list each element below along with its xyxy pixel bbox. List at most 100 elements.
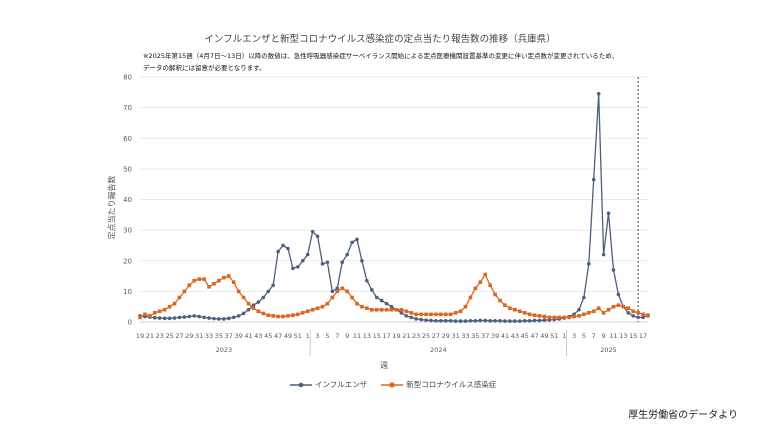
data-point-covid xyxy=(379,307,384,312)
x-tick-label: 35 xyxy=(215,332,223,340)
x-tick-label: 43 xyxy=(254,332,262,340)
x-tick-label: 5 xyxy=(325,332,329,340)
data-point-influenza xyxy=(379,298,384,303)
data-point-influenza xyxy=(517,319,522,323)
data-point-covid xyxy=(231,280,236,284)
data-point-covid xyxy=(414,312,418,317)
data-point-influenza xyxy=(177,315,182,320)
data-point-influenza xyxy=(498,318,502,323)
year-label: 2024 xyxy=(430,346,447,354)
data-point-covid xyxy=(291,313,295,318)
data-point-influenza xyxy=(330,289,335,294)
data-point-covid xyxy=(488,283,492,288)
data-point-covid xyxy=(453,311,458,315)
data-point-covid xyxy=(641,312,645,317)
data-point-covid xyxy=(241,295,246,300)
x-tick-label: 47 xyxy=(274,332,282,340)
data-point-covid xyxy=(557,315,562,320)
x-tick-label: 39 xyxy=(235,332,243,340)
data-point-influenza xyxy=(611,268,616,272)
x-tick-label: 19 xyxy=(136,332,144,340)
x-tick-label: 41 xyxy=(501,332,509,340)
x-tick-label: 7 xyxy=(592,332,596,340)
data-point-influenza xyxy=(236,314,241,318)
y-tick-label: 70 xyxy=(123,104,132,112)
data-point-covid xyxy=(246,301,251,306)
data-point-covid xyxy=(631,309,636,314)
data-point-covid xyxy=(463,304,468,309)
x-tick-label: 23 xyxy=(156,332,164,340)
x-tick-label: 37 xyxy=(481,332,489,340)
data-point-covid xyxy=(138,315,142,320)
data-point-influenza xyxy=(389,304,394,309)
year-label: 2025 xyxy=(600,346,617,354)
data-point-covid xyxy=(187,283,192,288)
data-point-covid xyxy=(335,289,340,294)
y-tick-label: 0 xyxy=(128,319,132,327)
data-point-influenza xyxy=(478,318,483,323)
data-point-covid xyxy=(429,312,433,317)
data-point-influenza xyxy=(458,319,463,323)
data-point-influenza xyxy=(325,260,330,265)
y-tick-label: 10 xyxy=(123,288,132,296)
data-point-covid xyxy=(626,306,631,311)
x-tick-label: 41 xyxy=(244,332,252,340)
data-point-influenza xyxy=(591,177,596,182)
x-tick-label: 45 xyxy=(264,332,272,340)
data-point-influenza xyxy=(286,246,290,251)
data-point-influenza xyxy=(439,318,443,323)
x-tick-label: 23 xyxy=(412,332,420,340)
data-point-covid xyxy=(325,301,330,306)
legend-label-covid: 新型コロナウイルス感染症 xyxy=(406,380,497,389)
data-point-influenza xyxy=(152,315,157,320)
data-point-covid xyxy=(424,312,428,317)
data-point-influenza xyxy=(601,252,606,257)
data-point-influenza xyxy=(453,319,458,323)
data-point-covid xyxy=(251,306,256,311)
data-point-covid xyxy=(503,303,507,307)
data-point-influenza xyxy=(463,319,468,323)
data-point-influenza xyxy=(276,249,280,254)
data-point-influenza xyxy=(305,252,310,257)
data-point-influenza xyxy=(296,265,300,269)
x-tick-label: 15 xyxy=(373,332,381,340)
data-point-influenza xyxy=(542,318,547,322)
data-point-covid xyxy=(256,309,261,314)
data-point-covid xyxy=(370,307,374,312)
data-point-covid xyxy=(305,309,310,314)
data-point-covid xyxy=(236,289,241,294)
data-point-covid xyxy=(591,309,596,314)
data-point-covid xyxy=(217,278,221,283)
data-point-covid xyxy=(537,314,542,318)
data-point-covid xyxy=(577,314,581,318)
data-point-covid xyxy=(439,312,443,317)
data-point-influenza xyxy=(384,301,389,306)
data-point-influenza xyxy=(414,317,418,321)
data-point-influenza xyxy=(404,314,409,318)
data-point-covid xyxy=(286,314,290,318)
data-point-influenza xyxy=(409,315,414,320)
y-tick-label: 80 xyxy=(123,74,132,82)
data-point-influenza xyxy=(419,317,423,322)
data-point-influenza xyxy=(606,211,611,216)
data-point-influenza xyxy=(577,307,581,312)
data-source-credit: 厚生労働省のデータより xyxy=(628,410,738,421)
data-point-covid xyxy=(360,304,364,309)
data-point-influenza xyxy=(365,278,369,283)
x-tick-label: 43 xyxy=(511,332,519,340)
data-point-covid xyxy=(587,311,591,315)
x-tick-label: 15 xyxy=(629,332,637,340)
data-point-influenza xyxy=(532,318,537,323)
data-point-covid xyxy=(152,311,157,315)
data-point-influenza xyxy=(251,303,256,307)
x-tick-label: 39 xyxy=(491,332,499,340)
chart-note-line1: ※2025年第15週（4月7日～13日）以降の数値は、急性呼吸器感染症サーベイラ… xyxy=(143,52,619,60)
x-tick-label: 21 xyxy=(402,332,410,340)
data-point-influenza xyxy=(527,318,532,323)
data-point-covid xyxy=(310,307,315,312)
x-tick-label: 29 xyxy=(442,332,450,340)
data-point-influenza xyxy=(508,319,512,323)
data-point-covid xyxy=(527,312,532,317)
data-point-covid xyxy=(478,280,483,284)
data-point-covid xyxy=(434,312,438,317)
